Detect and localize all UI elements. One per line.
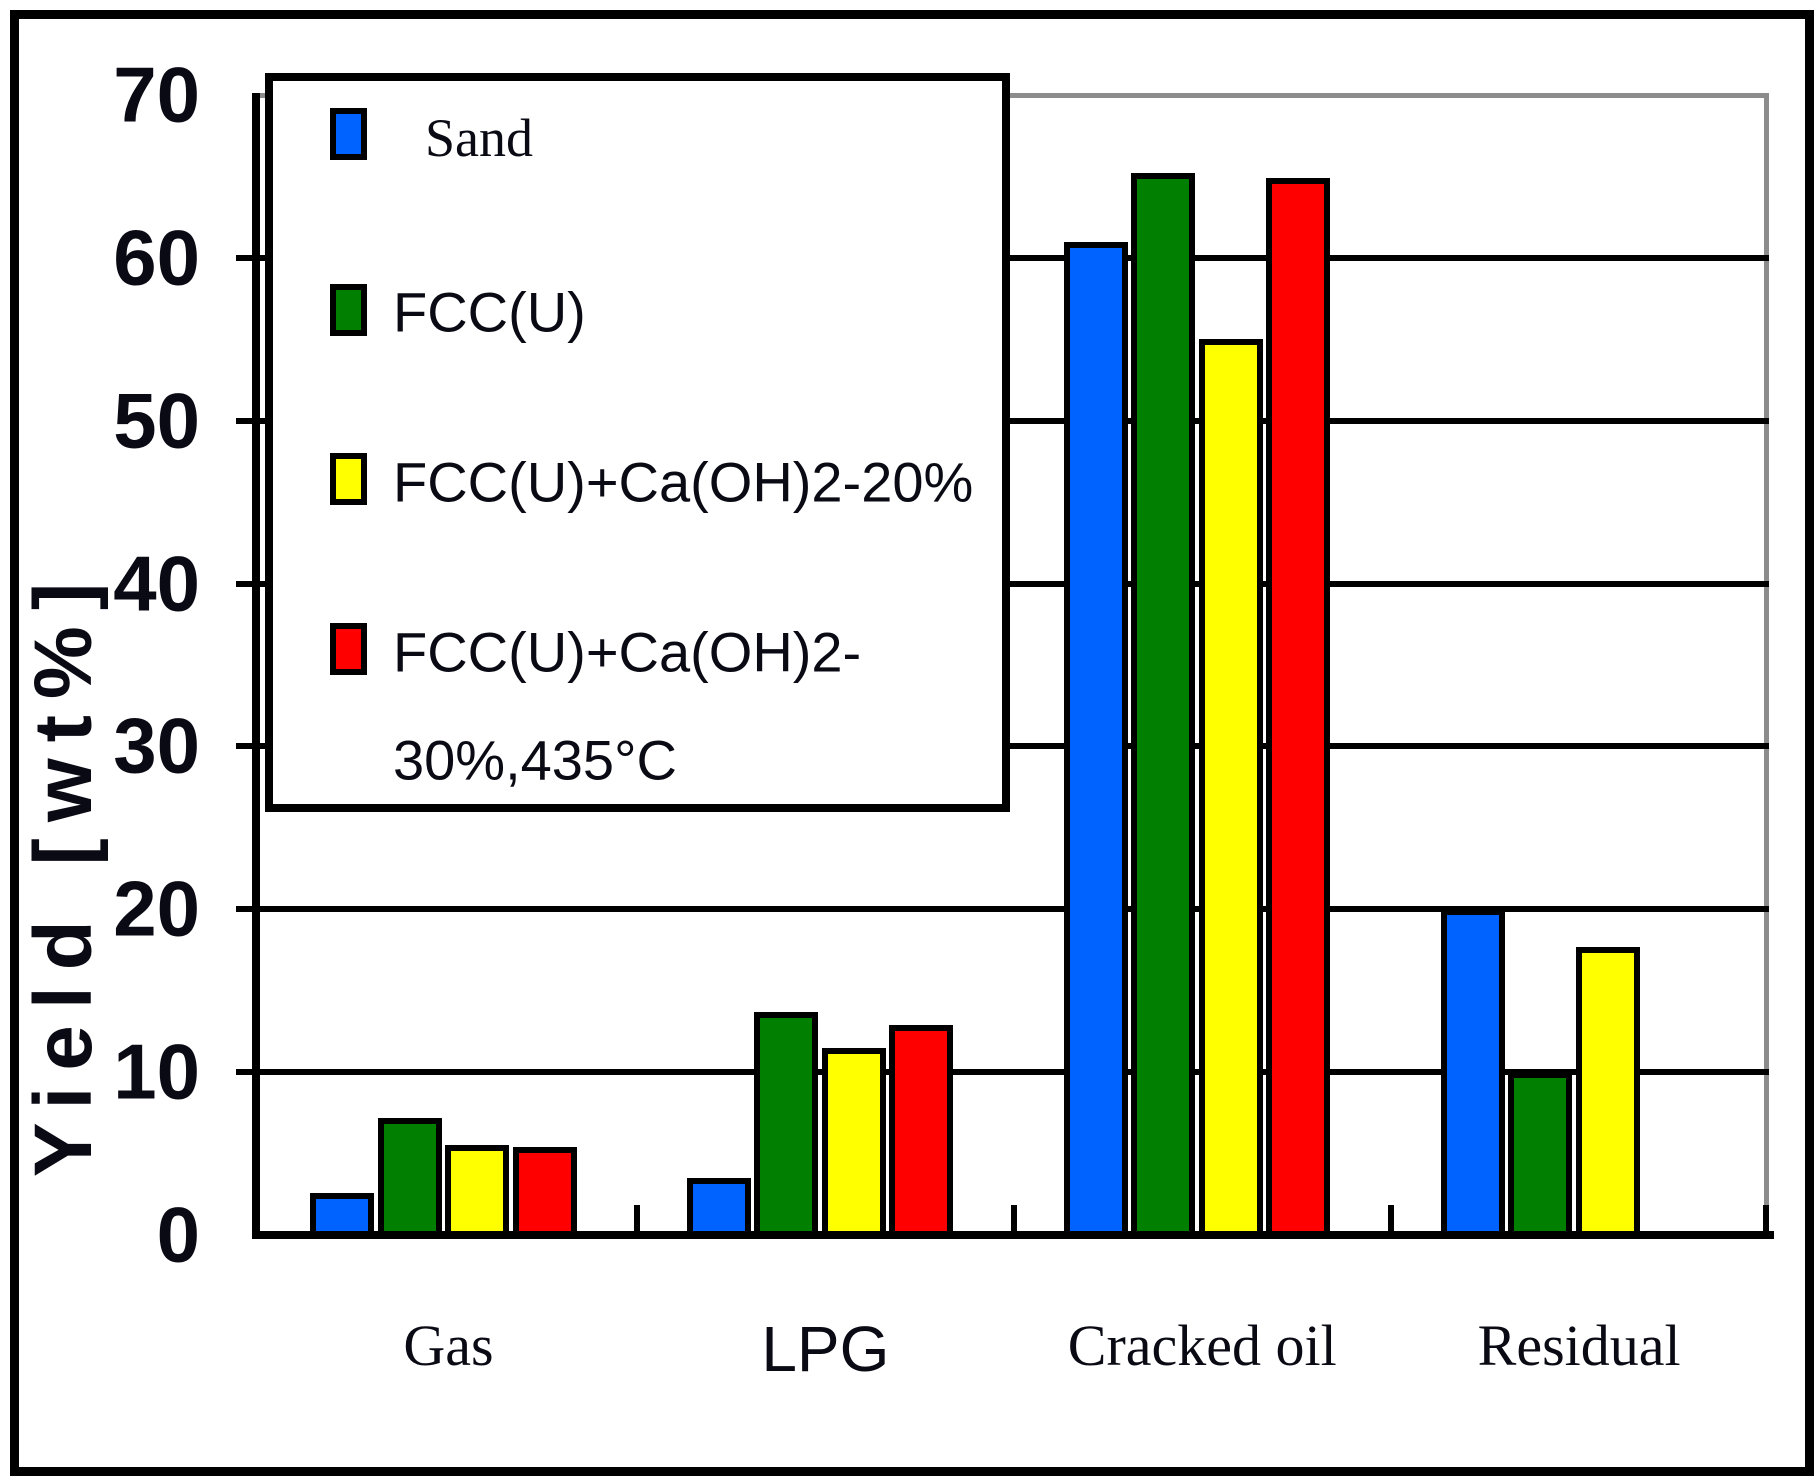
legend-label-0: Sand: [425, 108, 533, 168]
bar-cracked-oil-series-2: [1198, 339, 1263, 1239]
y-axis-tick-10: [236, 1069, 252, 1076]
y-tick-label-50: 50: [113, 376, 200, 465]
y-axis-tick-50: [236, 417, 252, 424]
gridline-50: [260, 417, 1769, 424]
legend-swatch-2: [330, 453, 367, 505]
bar-lpg-series-0: [686, 1178, 751, 1239]
y-tick-label-0: 0: [156, 1190, 200, 1279]
y-axis-tick-20: [236, 906, 252, 913]
bar-lpg-series-2: [821, 1047, 886, 1239]
y-axis-tick-30: [236, 743, 252, 750]
x-category-label-cracked-oil: Cracked oil: [1067, 1313, 1337, 1378]
gridline-40: [260, 580, 1769, 587]
bar-cracked-oil-series-3: [1266, 178, 1331, 1239]
bar-lpg-series-3: [889, 1024, 954, 1239]
bar-lpg-series-1: [754, 1011, 819, 1239]
bar-residual-series-1: [1508, 1072, 1573, 1239]
bar-gas-series-2: [445, 1145, 509, 1239]
plot-top-border: [260, 93, 1769, 98]
bar-gas-series-1: [377, 1117, 442, 1239]
y-tick-label-60: 60: [113, 213, 200, 302]
x-axis-tick-3: [1387, 1205, 1394, 1239]
gridline-10: [260, 1069, 1769, 1076]
gridline-20: [260, 906, 1769, 913]
y-axis-tick-60: [236, 254, 252, 261]
bar-cracked-oil-series-1: [1131, 173, 1196, 1239]
y-tick-label-30: 30: [113, 701, 200, 790]
legend-label-3: FCC(U)+Ca(OH)2-: [393, 620, 862, 684]
y-tick-label-10: 10: [113, 1027, 200, 1116]
x-axis-tick-right: [1763, 1205, 1769, 1239]
x-category-label-residual: Residual: [1477, 1313, 1681, 1378]
legend-label-2: FCC(U)+Ca(OH)2-20%: [393, 450, 974, 514]
y-axis-line: [252, 93, 260, 1239]
y-tick-label-70: 70: [113, 50, 200, 139]
plot-right-border: [1764, 93, 1769, 1215]
legend-swatch-3: [330, 623, 367, 675]
legend-label-3-line2: 30%,435°C: [393, 728, 677, 792]
x-axis-tick-1: [633, 1205, 640, 1239]
bar-residual-series-2: [1575, 946, 1640, 1239]
y-tick-label-20: 20: [113, 864, 200, 953]
legend-swatch-1: [330, 284, 367, 336]
bar-gas-series-3: [512, 1147, 577, 1239]
chart-legend: Sand FCC(U) FCC(U)+Ca(OH)2-20% FCC(U)+Ca(OH…: [265, 73, 1010, 812]
gridline-30: [260, 743, 1769, 750]
x-axis-tick-2: [1010, 1205, 1017, 1239]
legend-swatch-0: [330, 108, 367, 160]
figure-outer-border: [10, 10, 1814, 1476]
y-axis-tick-40: [236, 580, 252, 587]
gridline-60: [260, 254, 1769, 261]
x-category-label-gas: Gas: [403, 1313, 494, 1378]
legend-label-1: FCC(U): [393, 280, 586, 344]
bar-residual-series-0: [1440, 909, 1505, 1239]
x-category-label-lpg: LPG: [761, 1313, 890, 1385]
y-tick-label-40: 40: [113, 539, 200, 628]
bar-cracked-oil-series-0: [1063, 241, 1128, 1239]
